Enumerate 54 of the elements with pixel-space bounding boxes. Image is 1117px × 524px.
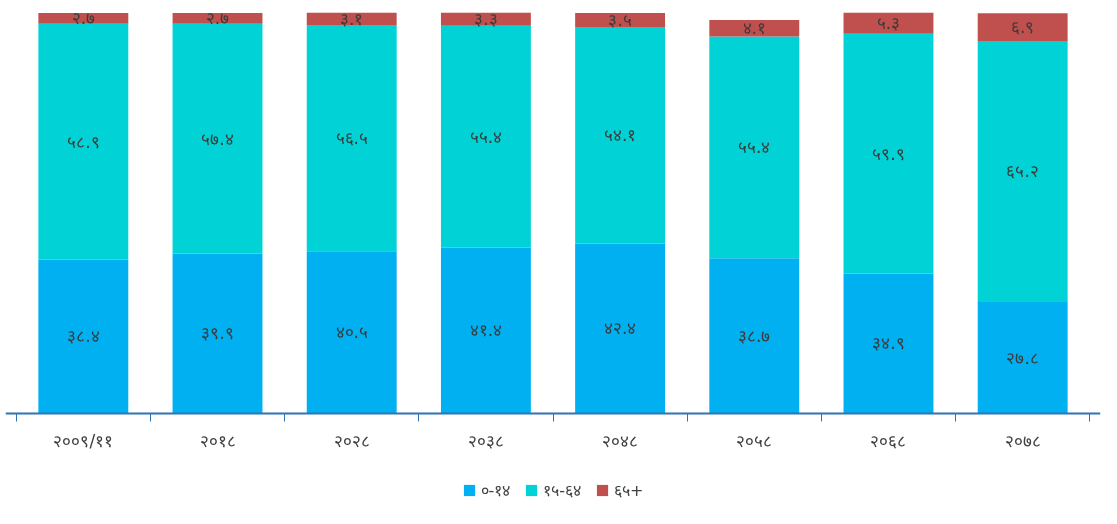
x-tick-label: २०१८ [199,431,236,452]
legend-label: ६५+ [614,480,644,501]
bar [709,20,800,37]
bar [709,36,800,259]
bar [575,26,666,244]
x-tick-label: २०७८ [1004,431,1041,452]
bar [575,243,666,414]
data-label: ३.३ [474,9,498,30]
x-tick-label: २०२८ [333,431,370,452]
x-tick-label: २००९/११ [53,431,114,452]
bar [440,247,531,414]
data-label: ४१.४ [469,320,503,341]
bar [843,12,934,34]
data-label: ३.५ [608,9,632,30]
bar [38,23,129,260]
data-label: ४.१ [742,18,766,39]
data-label: ५.३ [876,13,901,34]
bar [977,40,1068,302]
data-label: ४२.४ [603,318,637,339]
bar [306,251,397,414]
bar [38,259,129,414]
x-tick-label: २०४८ [602,431,639,452]
x-tick-label: २०३८ [467,431,504,452]
bar [172,23,263,254]
bar [843,33,934,274]
bar [977,13,1068,41]
x-tick-label: २०५८ [736,431,773,452]
data-label: ५९.९ [872,143,905,164]
data-label: ३८.४ [67,326,100,347]
data-label: २७.८ [1006,347,1039,368]
bar [172,253,263,414]
data-label: ६.९ [1010,17,1035,38]
data-label: २.७ [71,8,96,29]
x-tick-label: २०६८ [870,431,907,452]
bar [575,12,666,27]
bar [977,302,1068,414]
data-label: ५४.१ [603,125,637,146]
legend-label: १५-६४ [543,480,582,501]
data-label: ६५.२ [1006,161,1039,182]
data-label: ४०.५ [335,322,368,343]
bar [709,258,800,414]
data-label: ५८.९ [67,131,100,152]
bar [843,273,934,414]
data-label: ३४.९ [872,333,905,354]
data-label: ५६.५ [335,128,368,149]
data-label: ५५.४ [469,126,503,147]
bar [440,25,531,248]
data-label: २.७ [205,8,230,29]
data-label: ५७.४ [201,128,234,149]
data-label: ३८.७ [738,325,771,346]
data-label: ५५.४ [738,137,771,158]
data-label: ३.१ [340,8,364,29]
legend-label: ०-१४ [480,480,511,501]
data-label: ३९.९ [201,323,234,344]
